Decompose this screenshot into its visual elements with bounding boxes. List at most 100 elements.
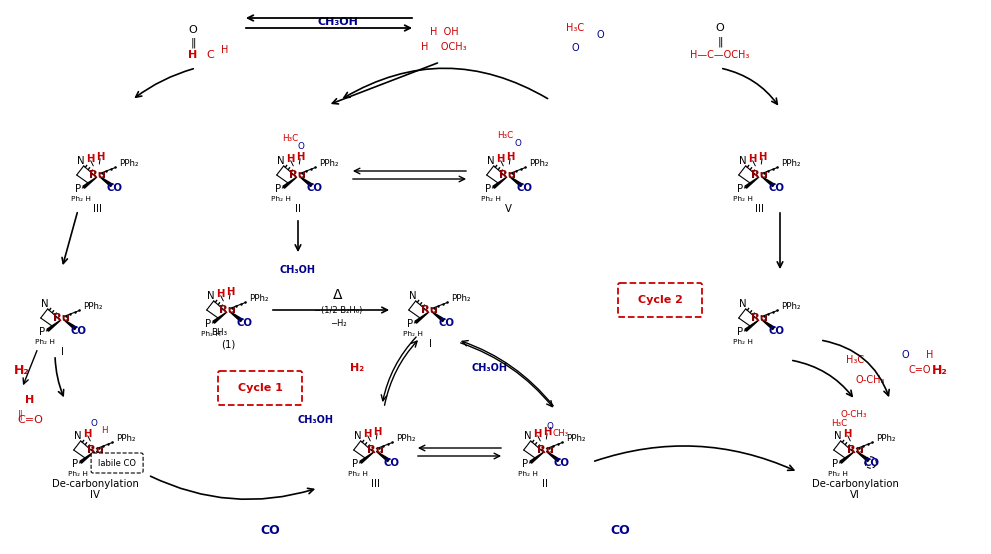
Polygon shape <box>360 452 374 463</box>
Text: H—C—OCH₃: H—C—OCH₃ <box>691 50 749 60</box>
Text: CO: CO <box>610 524 630 536</box>
Text: CO: CO <box>106 183 122 193</box>
Text: Δ: Δ <box>333 288 343 302</box>
Text: Ph₂ H: Ph₂ H <box>828 471 848 477</box>
Text: CO: CO <box>70 326 86 336</box>
Text: H: H <box>543 427 551 437</box>
Text: H₃C: H₃C <box>846 355 864 365</box>
Text: Ru: Ru <box>54 313 70 323</box>
Polygon shape <box>745 177 759 188</box>
Text: H: H <box>364 429 372 439</box>
Text: BH₃: BH₃ <box>211 327 227 337</box>
Text: P: P <box>75 184 81 194</box>
Text: PPh₂: PPh₂ <box>395 434 415 443</box>
Text: P: P <box>832 459 838 469</box>
Text: PPh₂: PPh₂ <box>319 160 338 168</box>
Polygon shape <box>47 320 60 331</box>
Text: P: P <box>737 184 743 194</box>
Text: H: H <box>505 152 514 162</box>
Text: Ru: Ru <box>421 305 438 315</box>
Text: Ph₂ H: Ph₂ H <box>518 471 538 477</box>
Text: H  OH: H OH <box>430 27 458 37</box>
Text: H: H <box>373 427 382 437</box>
Text: N: N <box>487 156 495 166</box>
Text: CH₃OH: CH₃OH <box>297 415 333 425</box>
Text: H: H <box>26 395 35 405</box>
Text: H: H <box>216 289 225 299</box>
Text: O: O <box>571 43 579 53</box>
Text: CO: CO <box>768 326 784 336</box>
Text: CH₃OH: CH₃OH <box>280 265 316 275</box>
Text: CO: CO <box>553 458 569 468</box>
Text: PPh₂: PPh₂ <box>451 294 471 304</box>
Polygon shape <box>509 176 522 187</box>
Polygon shape <box>840 452 853 463</box>
Text: ‖: ‖ <box>717 37 722 47</box>
Polygon shape <box>415 312 429 323</box>
Text: H: H <box>221 45 229 55</box>
Text: CO: CO <box>384 458 399 468</box>
Text: II: II <box>542 479 548 489</box>
Text: (1): (1) <box>221 340 235 350</box>
Text: PPh₂: PPh₂ <box>119 160 139 168</box>
Text: N: N <box>206 291 214 301</box>
Text: Ru: Ru <box>289 170 306 180</box>
Text: O: O <box>547 422 554 431</box>
Text: III: III <box>93 204 102 214</box>
Text: PPh₂: PPh₂ <box>781 160 801 168</box>
Text: labile CO: labile CO <box>98 459 136 468</box>
Text: CO: CO <box>438 318 454 328</box>
Text: De-carbonylation
VI: De-carbonylation VI <box>812 479 899 500</box>
Text: Ru: Ru <box>499 170 516 180</box>
Text: O: O <box>297 142 304 151</box>
Text: CH₃: CH₃ <box>552 429 569 438</box>
Text: O: O <box>716 23 724 33</box>
Polygon shape <box>761 319 774 330</box>
Text: V: V <box>504 204 511 214</box>
Text: P: P <box>486 184 492 194</box>
Text: H: H <box>296 152 304 162</box>
Polygon shape <box>856 452 869 461</box>
Text: C=O: C=O <box>909 365 932 375</box>
Text: P: P <box>40 327 46 337</box>
Text: CO: CO <box>260 524 279 536</box>
Text: H: H <box>83 429 92 439</box>
Text: N: N <box>523 431 531 441</box>
Text: PPh₂: PPh₂ <box>781 302 801 311</box>
Text: Ru: Ru <box>367 445 384 455</box>
Text: C=O: C=O <box>17 415 43 425</box>
Polygon shape <box>431 311 444 322</box>
Text: H: H <box>758 152 766 162</box>
Polygon shape <box>761 176 774 187</box>
Text: PPh₂: PPh₂ <box>249 294 269 304</box>
Text: Ph₂ H: Ph₂ H <box>348 471 368 477</box>
Text: Ru: Ru <box>219 305 237 315</box>
Text: III: III <box>755 204 764 214</box>
Text: N: N <box>354 431 361 441</box>
Text: PPh₂: PPh₂ <box>876 434 895 443</box>
Text: III: III <box>371 479 380 489</box>
Text: N: N <box>738 299 746 309</box>
Text: N: N <box>738 156 746 166</box>
Text: Ph₂ H: Ph₂ H <box>733 339 753 345</box>
Text: Cycle 1: Cycle 1 <box>238 383 282 393</box>
Text: N: N <box>73 431 81 441</box>
Text: P: P <box>737 327 743 337</box>
Text: De-carbonylation
IV: De-carbonylation IV <box>52 479 139 500</box>
Text: P: P <box>407 319 413 329</box>
Polygon shape <box>530 452 544 463</box>
Text: PPh₂: PPh₂ <box>529 160 548 168</box>
Text: Ru: Ru <box>89 170 106 180</box>
Polygon shape <box>229 311 243 322</box>
Text: Ph₂ H: Ph₂ H <box>201 331 221 337</box>
Polygon shape <box>96 452 109 461</box>
Text: N: N <box>833 431 841 441</box>
Text: II: II <box>295 204 301 214</box>
Text: Ru: Ru <box>86 445 103 455</box>
FancyBboxPatch shape <box>91 453 143 473</box>
Text: H: H <box>533 429 542 439</box>
Text: H₃C: H₃C <box>566 23 584 33</box>
Polygon shape <box>99 176 112 187</box>
Text: N: N <box>41 299 49 309</box>
Polygon shape <box>213 312 227 323</box>
